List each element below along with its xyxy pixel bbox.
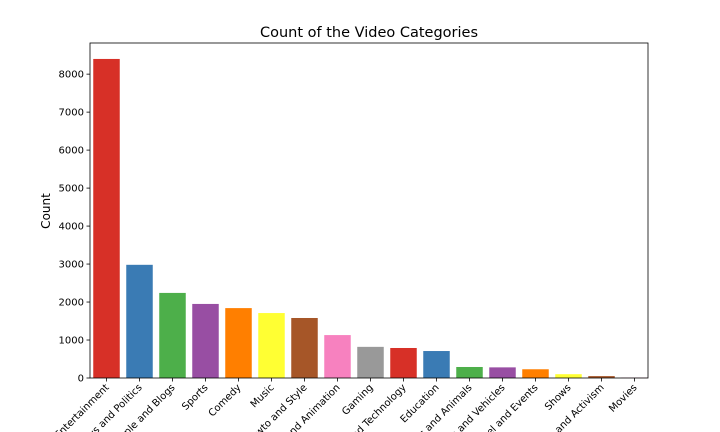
bar-education — [423, 351, 450, 378]
bar-music — [258, 313, 285, 378]
bar-entertainment — [93, 58, 120, 378]
plot-frame — [89, 42, 649, 379]
y-axis-label: Count — [39, 193, 53, 229]
bar-sports — [192, 303, 219, 378]
x-tick-label: Movies — [607, 382, 639, 414]
bar-news-and-politics — [126, 264, 153, 378]
x-tick-label: Sports — [180, 382, 210, 412]
chart-title: Count of the Video Categories — [260, 25, 478, 41]
y-tick-label: 3000 — [59, 260, 84, 271]
bar-howto-and-style — [291, 317, 318, 378]
y-axis-ticks: 0 1000 2000 3000 4000 5000 6000 7000 8000 — [59, 70, 90, 385]
bar-gaming — [357, 346, 384, 378]
y-tick-label: 8000 — [59, 70, 84, 81]
bar-nonprofits-and-activism — [588, 376, 615, 378]
bar-film-and-animation — [324, 335, 351, 378]
bar-people-and-blogs — [159, 292, 186, 378]
x-tick-label: Music — [249, 382, 277, 410]
bars-group — [93, 58, 648, 378]
y-tick-label: 2000 — [59, 298, 84, 309]
y-tick-label: 7000 — [59, 108, 84, 119]
y-tick-label: 6000 — [59, 146, 84, 157]
bar-travel-and-events — [522, 369, 549, 378]
bar-pets-and-animals — [456, 366, 483, 378]
bar-shows — [555, 374, 582, 378]
y-tick-label: 4000 — [59, 222, 84, 233]
y-tick-label: 1000 — [59, 336, 84, 347]
y-tick-label: 5000 — [59, 184, 84, 195]
bar-comedy — [225, 308, 252, 378]
bar-autos-and-vehicles — [489, 367, 516, 378]
x-tick-label: Comedy — [207, 382, 244, 419]
x-tick-label: Shows — [543, 382, 574, 413]
bar-science-and-technology — [390, 347, 417, 378]
y-tick-label: 0 — [78, 374, 84, 385]
